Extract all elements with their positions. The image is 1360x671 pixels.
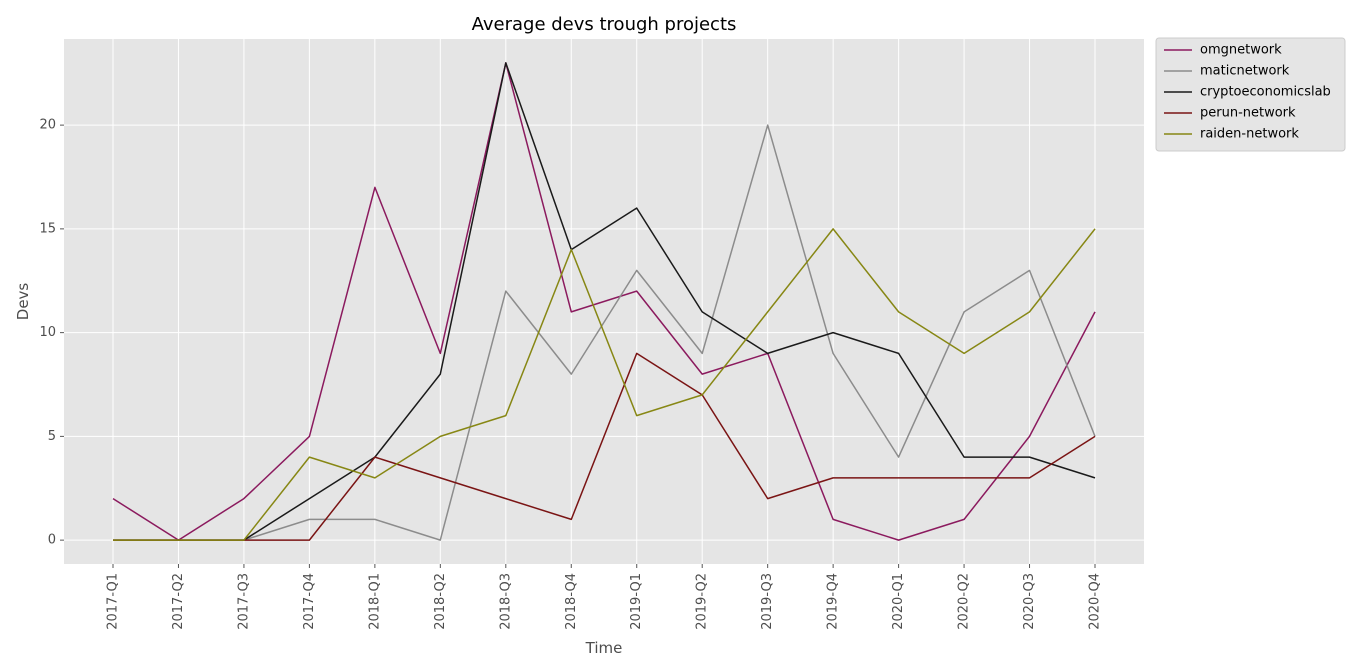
x-tick-label: 2020-Q3 (1022, 573, 1037, 630)
legend-label-raiden-network: raiden-network (1200, 127, 1299, 142)
y-tick-label: 5 (48, 429, 56, 444)
legend: omgnetwork maticnetwork cryptoeconomicslab… (1156, 38, 1345, 151)
x-tick-label: 2017-Q2 (171, 573, 186, 630)
x-tick-label: 2017-Q4 (302, 573, 317, 630)
x-tick-label: 2020-Q1 (891, 573, 906, 630)
legend-label-cryptoeconomicslab: cryptoeconomicslab (1200, 85, 1331, 100)
x-tick-label: 2018-Q2 (433, 573, 448, 630)
x-tick-label: 2018-Q4 (564, 573, 579, 630)
y-tick-label: 10 (39, 325, 56, 340)
y-tick-label: 0 (48, 533, 56, 548)
x-tick-label: 2017-Q1 (106, 573, 121, 630)
x-tick-label: 2019-Q1 (629, 573, 644, 630)
y-tick-label: 15 (39, 221, 56, 236)
x-tick-label: 2018-Q1 (367, 573, 382, 630)
y-axis-label: Devs (14, 283, 32, 321)
x-tick-label: 2020-Q2 (957, 573, 972, 630)
legend-label-omgnetwork: omgnetwork (1200, 43, 1282, 58)
x-tick-label: 2019-Q4 (826, 573, 841, 630)
x-tick-label: 2017-Q3 (236, 573, 251, 630)
legend-label-maticnetwork: maticnetwork (1200, 64, 1290, 79)
x-axis: 2017-Q1 2017-Q2 2017-Q3 2017-Q4 2018-Q1 2018-… (106, 564, 1103, 630)
y-axis: 0 5 10 15 20 (39, 118, 64, 548)
x-tick-label: 2020-Q4 (1088, 573, 1103, 630)
y-tick-label: 20 (39, 118, 56, 133)
x-axis-label: Time (585, 639, 623, 657)
x-tick-label: 2019-Q2 (695, 573, 710, 630)
legend-label-perun-network: perun-network (1200, 106, 1296, 121)
chart-title: Average devs trough projects (472, 14, 737, 35)
x-tick-label: 2019-Q3 (760, 573, 775, 630)
x-tick-label: 2018-Q3 (498, 573, 513, 630)
